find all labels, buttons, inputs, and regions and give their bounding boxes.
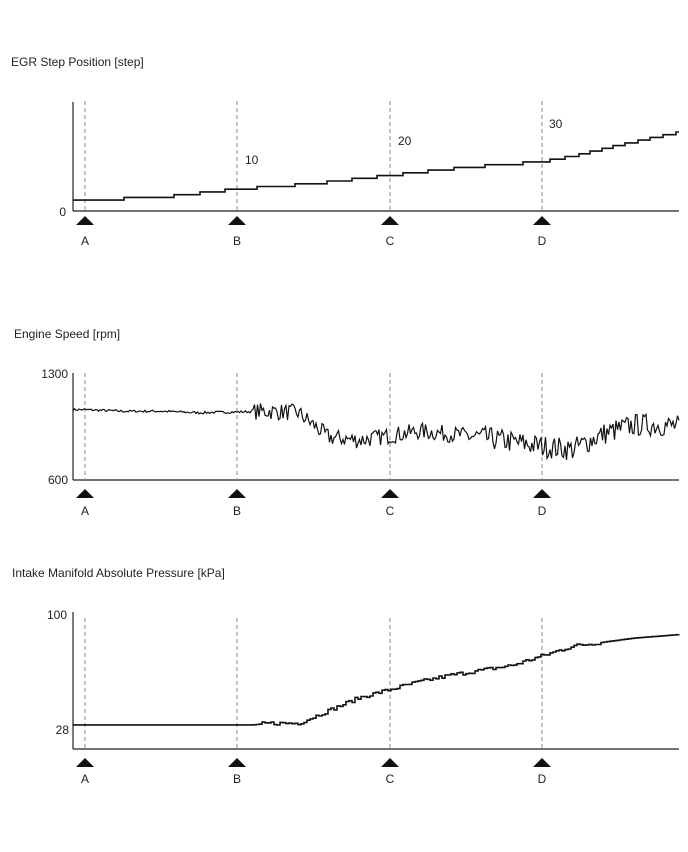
egr-marker-triangle-c: [381, 216, 399, 225]
egr-y-tick-0: 0: [59, 205, 66, 219]
rpm-marker-label-b: B: [233, 504, 241, 518]
map-chart: Intake Manifold Absolute Pressure [kPa] …: [12, 566, 680, 786]
rpm-marker-triangle-b: [228, 489, 246, 498]
map-marker-label-b: B: [233, 772, 241, 786]
egr-marker-triangle-d: [533, 216, 551, 225]
egr-marker-label-a: A: [81, 234, 89, 248]
map-marker-triangle-d: [533, 758, 551, 767]
rpm-marker-triangle-c: [381, 489, 399, 498]
map-marker-label-d: D: [538, 772, 547, 786]
rpm-y-tick-600: 600: [48, 473, 68, 487]
rpm-y-tick-1300: 1300: [41, 367, 68, 381]
engine-speed-series-line: [72, 403, 680, 461]
map-y-tick-28: 28: [56, 723, 70, 737]
map-chart-title: Intake Manifold Absolute Pressure [kPa]: [12, 566, 225, 580]
rpm-marker-triangle-d: [533, 489, 551, 498]
rpm-marker-label-a: A: [81, 504, 89, 518]
egr-markers: A B C D: [76, 101, 551, 248]
rpm-marker-label-d: D: [538, 504, 547, 518]
egr-annotation-20: 20: [398, 134, 412, 148]
egr-marker-triangle-b: [228, 216, 246, 225]
egr-marker-triangle-a: [76, 216, 94, 225]
egr-marker-label-b: B: [233, 234, 241, 248]
map-marker-label-c: C: [386, 772, 395, 786]
map-marker-triangle-c: [381, 758, 399, 767]
egr-marker-label-d: D: [538, 234, 547, 248]
egr-marker-label-c: C: [386, 234, 395, 248]
map-markers: A B C D: [76, 618, 551, 786]
map-y-tick-100: 100: [47, 608, 67, 622]
map-marker-triangle-b: [228, 758, 246, 767]
map-marker-label-a: A: [81, 772, 89, 786]
rpm-marker-label-c: C: [386, 504, 395, 518]
rpm-chart-title: Engine Speed [rpm]: [14, 327, 120, 341]
egr-step-chart: EGR Step Position [step] 0 A B C D 10 20 30: [11, 55, 679, 248]
rpm-marker-triangle-a: [76, 489, 94, 498]
egr-chart-title: EGR Step Position [step]: [11, 55, 144, 69]
map-series-line: [73, 633, 680, 726]
egr-step-series-line: [73, 131, 679, 201]
engine-speed-chart: Engine Speed [rpm] 1300 600 A B C D: [14, 327, 680, 518]
map-marker-triangle-a: [76, 758, 94, 767]
egr-annotation-30: 30: [549, 117, 563, 131]
egr-annotation-10: 10: [245, 153, 259, 167]
rpm-markers: A B C D: [76, 373, 551, 518]
